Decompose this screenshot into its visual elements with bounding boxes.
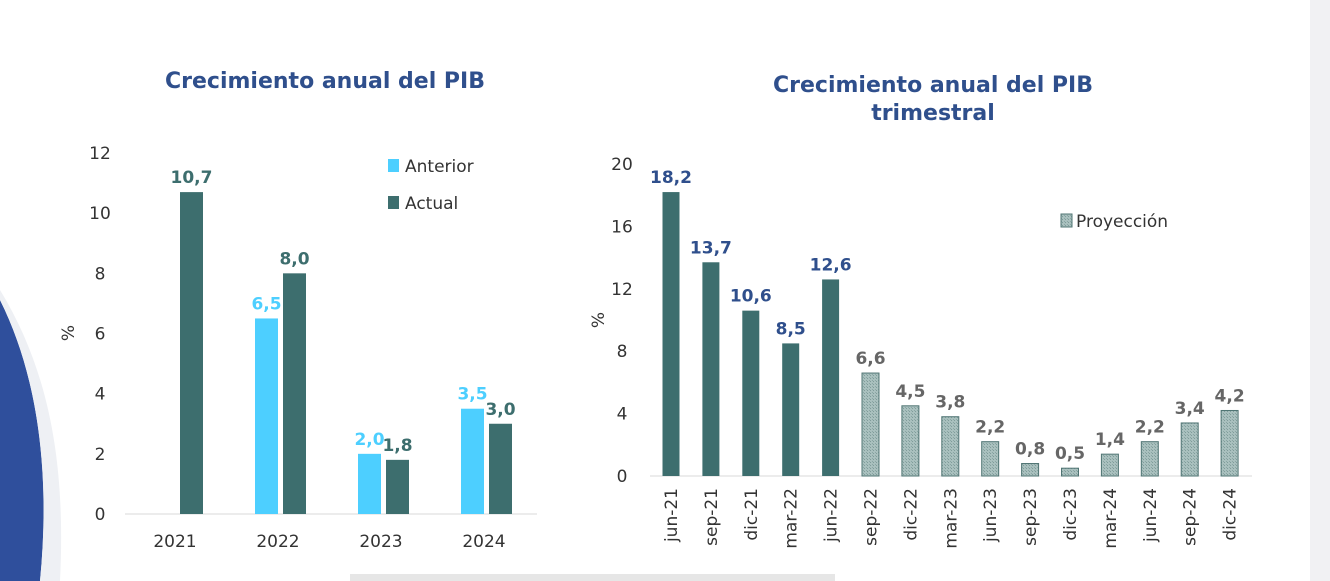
y-tick-label: 16	[611, 217, 633, 237]
x-tick-label: sep-22	[862, 488, 882, 546]
data-label: 10,6	[730, 287, 772, 307]
bar-actual	[662, 192, 680, 476]
y-tick-label: 6	[95, 325, 106, 345]
legend-label: Proyección	[1076, 212, 1168, 232]
bottom-shadow	[350, 574, 835, 581]
data-label: 18,2	[650, 168, 692, 188]
bar-anterior	[255, 318, 278, 514]
bar-proyeccion	[1180, 422, 1199, 477]
legend-swatch-anterior	[388, 159, 399, 172]
bar-proyeccion	[1220, 409, 1239, 477]
data-label: 12,6	[810, 255, 852, 275]
y-axis-label: %	[59, 325, 79, 341]
x-tick-label: sep-21	[702, 488, 722, 546]
bar-proyeccion	[1061, 467, 1079, 477]
x-tick-label: dic-23	[1061, 488, 1081, 541]
data-label: 2,2	[975, 418, 1005, 438]
x-tick-label: 2021	[153, 532, 196, 552]
y-tick-label: 20	[611, 155, 633, 175]
bar-proyeccion	[1140, 441, 1159, 477]
decorative-blue-curve	[0, 300, 44, 581]
data-label: 13,7	[690, 238, 732, 258]
bar-anterior	[461, 408, 484, 514]
y-tick-label: 10	[89, 204, 111, 224]
y-tick-label: 4	[617, 405, 628, 425]
x-tick-label: dic-24	[1221, 488, 1241, 541]
bar-actual	[386, 459, 409, 514]
right-edge-band	[1310, 0, 1330, 581]
bar-proyeccion	[1100, 453, 1119, 477]
data-label: 0,8	[1015, 440, 1045, 460]
data-label: 1,4	[1095, 430, 1125, 450]
x-tick-label: 2024	[462, 532, 505, 552]
x-tick-label: dic-21	[742, 488, 762, 541]
bar-proyeccion	[941, 416, 960, 477]
bar-proyeccion	[861, 372, 880, 477]
y-tick-label: 4	[95, 385, 106, 405]
y-tick-label: 0	[617, 467, 628, 487]
x-tick-label: mar-22	[782, 488, 802, 549]
bar-proyeccion	[901, 405, 920, 477]
x-tick-label: sep-24	[1181, 488, 1201, 546]
data-label: 0,5	[1055, 444, 1085, 464]
data-label: 3,5	[457, 385, 487, 405]
legend-label: Actual	[405, 194, 458, 214]
y-tick-label: 2	[95, 445, 106, 465]
bar-proyeccion	[981, 441, 1000, 477]
data-label: 10,7	[171, 168, 213, 188]
bar-anterior	[358, 453, 381, 514]
data-label: 6,5	[251, 294, 281, 314]
y-axis-label: %	[589, 312, 609, 328]
data-label: 4,5	[895, 382, 925, 402]
data-label: 3,4	[1175, 399, 1205, 419]
left-chart-title: Crecimiento anual del PIB	[165, 69, 485, 94]
bar-actual	[822, 279, 840, 476]
bar-actual	[283, 273, 306, 514]
x-tick-label: jun-23	[981, 488, 1001, 543]
x-tick-label: mar-24	[1101, 488, 1121, 549]
right-chart-title-line1: Crecimiento anual del PIB	[773, 73, 1093, 98]
x-tick-label: jun-24	[1141, 488, 1161, 543]
data-label: 2,2	[1135, 418, 1165, 438]
data-label: 2,0	[354, 430, 384, 450]
y-tick-label: 12	[89, 144, 111, 164]
right-chart-title-line2: trimestral	[871, 101, 995, 126]
data-label: 6,6	[855, 349, 885, 369]
data-label: 4,2	[1215, 386, 1245, 406]
decorative-gray-curve	[0, 290, 62, 581]
data-label: 1,8	[382, 436, 412, 456]
data-label: 8,0	[279, 249, 309, 269]
bar-actual	[702, 262, 720, 476]
data-label: 8,5	[776, 319, 806, 339]
bar-actual	[489, 423, 512, 514]
data-label: 3,8	[935, 393, 965, 413]
bar-actual	[782, 343, 800, 476]
y-tick-label: 8	[617, 342, 628, 362]
data-label: 3,0	[485, 400, 515, 420]
bar-actual	[180, 192, 203, 514]
x-tick-label: 2022	[256, 532, 299, 552]
x-tick-label: jun-21	[662, 488, 682, 543]
y-tick-label: 0	[95, 505, 106, 525]
x-tick-label: dic-22	[901, 488, 921, 541]
bar-proyeccion	[1021, 463, 1040, 477]
x-tick-label: mar-23	[941, 488, 961, 549]
bar-actual	[742, 310, 760, 476]
x-tick-label: 2023	[359, 532, 402, 552]
y-tick-label: 12	[611, 280, 633, 300]
y-tick-label: 8	[95, 264, 106, 284]
x-tick-label: sep-23	[1021, 488, 1041, 546]
x-tick-label: jun-22	[822, 488, 842, 543]
legend-swatch-actual	[388, 196, 399, 209]
legend-label: Anterior	[405, 157, 474, 177]
legend-swatch-proyeccion	[1060, 213, 1073, 228]
